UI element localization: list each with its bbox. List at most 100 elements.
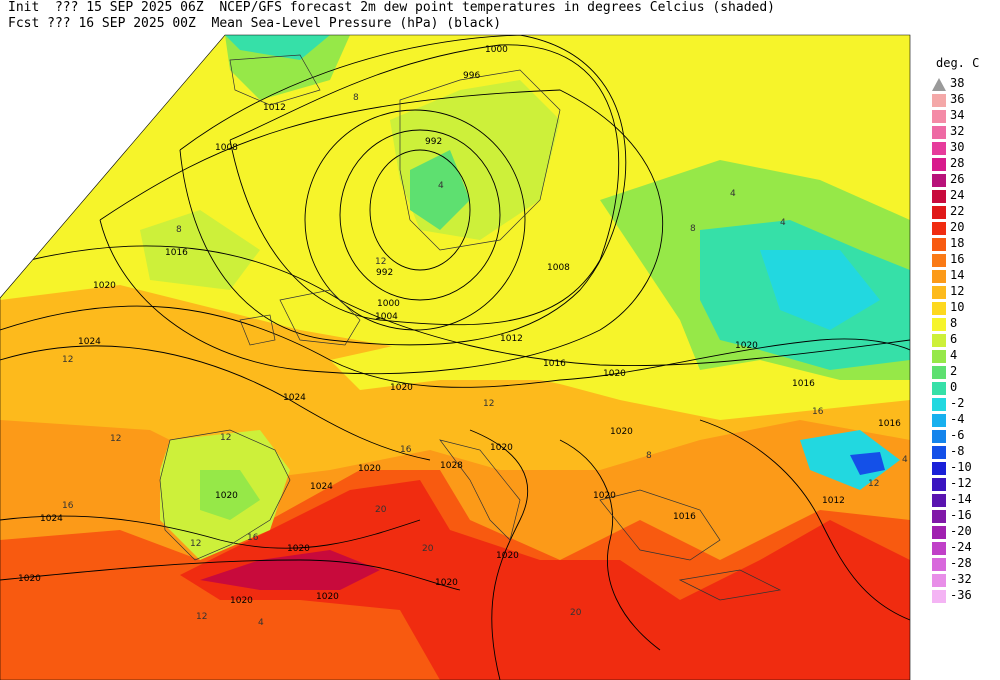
legend-entry: 32 xyxy=(928,124,998,140)
isobar-label: 1016 xyxy=(543,359,566,369)
isobar-label: 1024 xyxy=(78,337,101,347)
coast-ireland xyxy=(239,314,276,346)
legend-swatch xyxy=(932,158,946,171)
field-iberia-interior xyxy=(200,470,260,520)
isobar-label: 1020 xyxy=(496,551,519,561)
dewpoint-label: 12 xyxy=(196,612,207,622)
coast-britain xyxy=(279,289,361,346)
legend-entry: -16 xyxy=(928,508,998,524)
legend-unit-label: deg. C xyxy=(936,56,980,70)
legend-swatch xyxy=(932,302,946,315)
isobar-label: 1020 xyxy=(287,544,310,554)
isobar-label: 1020 xyxy=(603,369,626,379)
dewpoint-label: 12 xyxy=(868,479,879,489)
dewpoint-field xyxy=(0,35,910,680)
legend-value: 28 xyxy=(950,156,965,170)
legend-swatch xyxy=(932,94,946,107)
isobar-label: 1000 xyxy=(377,299,400,309)
dewpoint-label: 20 xyxy=(375,505,387,515)
legend-entry: 22 xyxy=(928,204,998,220)
legend-value: 24 xyxy=(950,188,965,202)
field-russia-colder xyxy=(760,250,880,330)
dewpoint-label: 12 xyxy=(375,257,386,267)
legend-value: 4 xyxy=(950,348,958,362)
legend-value: -4 xyxy=(950,412,965,426)
dewpoint-label: 16 xyxy=(400,445,412,455)
legend-value: 8 xyxy=(950,316,958,330)
isobar-1016 xyxy=(29,245,910,367)
isobar-label: 1020 xyxy=(358,464,381,474)
legend-entry: -10 xyxy=(928,460,998,476)
legend-swatch xyxy=(932,254,946,267)
isobar-label: 1024 xyxy=(40,514,63,524)
isobar-label: 1012 xyxy=(822,496,845,506)
dewpoint-label: 12 xyxy=(62,355,73,365)
legend-entry: -8 xyxy=(928,444,998,460)
legend-swatch xyxy=(932,270,946,283)
legend-swatch xyxy=(932,126,946,139)
isobar-label: 1024 xyxy=(310,482,333,492)
legend-swatch xyxy=(932,494,946,507)
isobar-label: 1020 xyxy=(390,383,413,393)
legend-entry: -32 xyxy=(928,572,998,588)
legend-entry: -4 xyxy=(928,412,998,428)
legend-value: -28 xyxy=(950,556,972,570)
coast-crete xyxy=(678,569,782,601)
legend-swatch xyxy=(932,110,946,123)
legend-swatch xyxy=(932,174,946,187)
isobar-label: 992 xyxy=(425,137,442,147)
legend-entry: 36 xyxy=(928,92,998,108)
legend-entry: 4 xyxy=(928,348,998,364)
legend-value: 30 xyxy=(950,140,965,154)
legend-entry: 10 xyxy=(928,300,998,316)
coastlines xyxy=(159,54,782,601)
legend-entry: -14 xyxy=(928,492,998,508)
isobar-label: 1020 xyxy=(18,574,41,584)
isobar-label: 992 xyxy=(376,268,393,278)
legend-swatch xyxy=(932,478,946,491)
legend-swatch xyxy=(932,318,946,331)
isobar-1004 xyxy=(229,44,620,326)
legend-value: 10 xyxy=(950,300,965,314)
map-border xyxy=(0,34,911,680)
legend-value: -2 xyxy=(950,396,965,410)
isobar-label: 1004 xyxy=(375,312,398,322)
dewpoint-label: 12 xyxy=(483,399,494,409)
legend-value: 2 xyxy=(950,364,958,378)
legend-swatch xyxy=(932,222,946,235)
isobar-label: 1008 xyxy=(547,263,570,273)
dewpoint-label: 16 xyxy=(62,501,74,511)
legend-swatch xyxy=(932,366,946,379)
field-central-europe xyxy=(330,330,700,400)
legend-swatch xyxy=(932,334,946,347)
coast-iberia xyxy=(159,429,291,561)
dewpoint-label: 20 xyxy=(570,608,582,618)
legend-value: 14 xyxy=(950,268,965,282)
isobar-label: 1016 xyxy=(792,379,815,389)
legend-value: -14 xyxy=(950,492,972,506)
legend-swatch xyxy=(932,142,946,155)
field-norway-cold xyxy=(410,150,470,230)
legend-value: -20 xyxy=(950,524,972,538)
legend-value: 22 xyxy=(950,204,965,218)
legend-value: 16 xyxy=(950,252,965,266)
isobar-1024-south xyxy=(0,515,421,549)
coast-italy xyxy=(439,439,521,541)
isobar-label: 1020 xyxy=(93,281,116,291)
dewpoint-label: 4 xyxy=(780,218,786,228)
legend-swatch xyxy=(932,350,946,363)
legend-swatch xyxy=(932,462,946,475)
isobar-label-group: 1000 996 992 1008 1012 1016 1020 1024 99… xyxy=(18,45,901,606)
legend-value: -36 xyxy=(950,588,972,602)
coast-greece xyxy=(599,489,721,561)
legend-swatch xyxy=(932,286,946,299)
dewpoint-label: 4 xyxy=(730,189,736,199)
legend-entry: 14 xyxy=(928,268,998,284)
legend-entry: 38 xyxy=(928,76,998,92)
isobar-label: 1020 xyxy=(593,491,616,501)
isobar-label: 1016 xyxy=(673,512,696,522)
dewpoint-label: 8 xyxy=(690,224,696,234)
legend-swatch xyxy=(932,510,946,523)
isobar-label: 1016 xyxy=(878,419,901,429)
legend-entry: 34 xyxy=(928,108,998,124)
